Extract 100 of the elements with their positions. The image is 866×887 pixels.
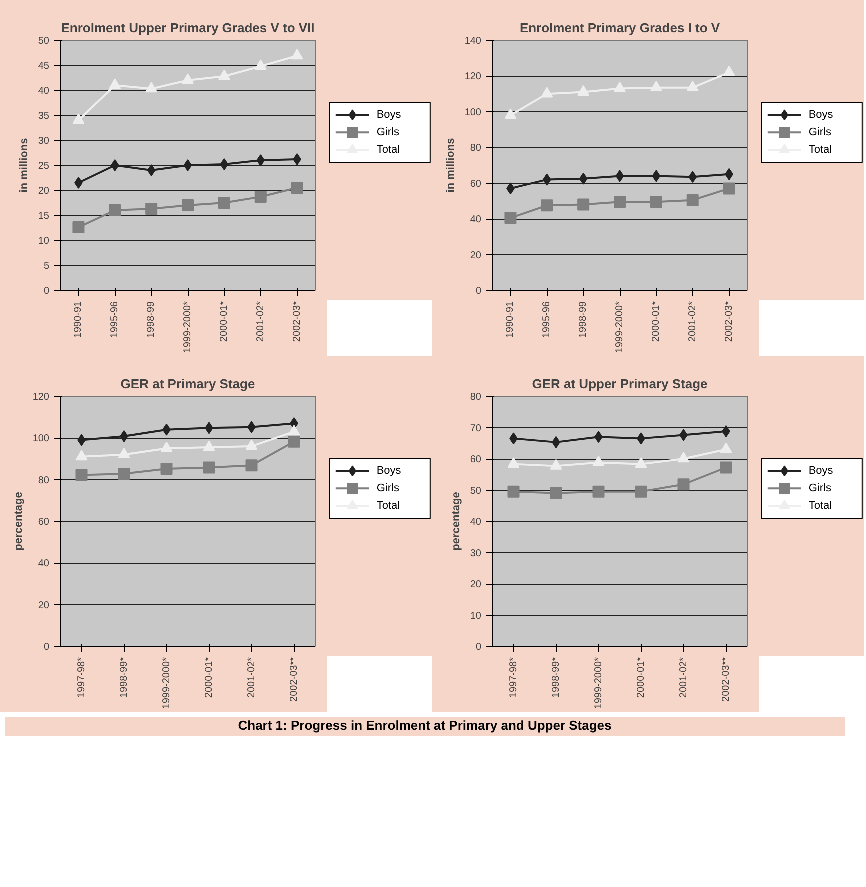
y-tick-label: 80 (470, 143, 482, 154)
caption: Chart 1: Progress in Enrolment at Primary and Upper Stages (238, 717, 612, 735)
y-tick-label: 25 (38, 161, 50, 172)
y-tick-label: 20 (38, 186, 50, 197)
x-tick-label: 2002-03** (288, 657, 300, 702)
x-tick-label: 2002-03* (724, 301, 735, 342)
x-tick-label: 2000-01* (636, 657, 647, 698)
point (246, 440, 258, 450)
legend-label: Total (808, 500, 832, 512)
point (146, 82, 158, 93)
legend-label: Girls (376, 482, 400, 495)
point (110, 160, 120, 172)
point (72, 222, 85, 234)
legend-label: Total (376, 144, 400, 156)
point (220, 158, 229, 170)
x-tick-label: 2000-01* (218, 301, 230, 342)
y-tick-label: 20 (470, 580, 482, 590)
point (541, 87, 554, 98)
chart-title: GER at Upper Primary Stage (532, 376, 708, 392)
point (288, 436, 300, 448)
x-tick-label: 2001-02* (678, 657, 690, 698)
legend-label: Boys (376, 109, 402, 122)
x-tick-label: 2000-01* (650, 301, 662, 342)
x-tick-label: 1997-98* (508, 657, 520, 698)
y-tick-label: 60 (38, 517, 50, 528)
y-axis-title: in millions (444, 138, 457, 193)
x-tick-label: 2002-03** (720, 657, 732, 702)
x-tick-label: 1998-99* (118, 657, 130, 698)
point (652, 170, 661, 182)
point (146, 203, 158, 215)
y-tick-label: 20 (470, 250, 482, 262)
point (578, 198, 590, 211)
point (118, 448, 130, 459)
legend-label: Girls (808, 482, 832, 495)
y-axis-title: percentage (12, 492, 25, 551)
x-tick-label: 1998-99* (550, 657, 562, 698)
y-tick-label: 120 (464, 72, 482, 83)
point (678, 478, 690, 491)
point (203, 462, 216, 474)
point (147, 164, 156, 176)
point (504, 108, 517, 120)
point (688, 171, 698, 184)
point (722, 426, 730, 438)
point (160, 463, 173, 475)
point (291, 49, 304, 60)
x-tick-label: 2001-02* (246, 657, 258, 698)
y-tick-label: 0 (476, 286, 482, 297)
y-tick-label: 140 (464, 36, 482, 47)
point (508, 486, 520, 498)
point (550, 487, 562, 500)
y-tick-label: 0 (476, 642, 482, 653)
x-tick-label: 1995-96 (542, 301, 553, 338)
y-tick-label: 10 (38, 236, 50, 247)
legend-label: Girls (376, 126, 400, 139)
y-tick-label: 20 (38, 600, 50, 612)
x-tick-label: 1999-2000* (614, 301, 626, 354)
point (678, 452, 690, 463)
point (74, 177, 83, 189)
point (686, 194, 699, 206)
y-tick-label: 40 (470, 214, 482, 226)
point (614, 82, 626, 92)
point (723, 182, 736, 195)
x-tick-label: 1999-2000* (161, 657, 172, 710)
point (109, 204, 122, 216)
y-axis-title: in millions (18, 138, 30, 193)
point (579, 172, 588, 185)
y-tick-label: 15 (38, 211, 50, 222)
point (723, 66, 736, 76)
point (686, 80, 699, 92)
point (182, 74, 194, 84)
point (246, 460, 258, 472)
y-tick-label: 40 (38, 558, 50, 570)
y-tick-label: 60 (470, 454, 482, 466)
point (592, 486, 605, 498)
x-tick-label: 2001-02* (687, 301, 698, 342)
point (720, 462, 732, 474)
point (616, 170, 624, 182)
legend-label: Total (808, 144, 832, 156)
y-tick-label: 60 (470, 178, 482, 190)
point (288, 425, 300, 436)
point (635, 486, 648, 498)
point (614, 196, 626, 208)
legend-label: Boys (808, 465, 834, 478)
point (542, 174, 552, 186)
chart-title: Enrolment Upper Primary Grades V to VII (61, 20, 315, 36)
chart-title: GER at Primary Stage (120, 376, 256, 392)
x-tick-label: 1998-99 (146, 301, 158, 338)
legend-label: Girls (808, 126, 832, 139)
y-axis-title: percentage (450, 492, 462, 551)
point (160, 442, 173, 452)
point (218, 70, 230, 80)
y-tick-label: 100 (32, 434, 50, 445)
point (203, 440, 216, 452)
x-tick-label: 2002-03* (292, 301, 303, 342)
x-tick-label: 1995-96 (110, 301, 121, 338)
legend-label: Boys (808, 109, 834, 122)
point (504, 212, 517, 224)
point (118, 468, 130, 480)
point (254, 60, 267, 70)
x-tick-label: 1990-91 (505, 301, 516, 338)
